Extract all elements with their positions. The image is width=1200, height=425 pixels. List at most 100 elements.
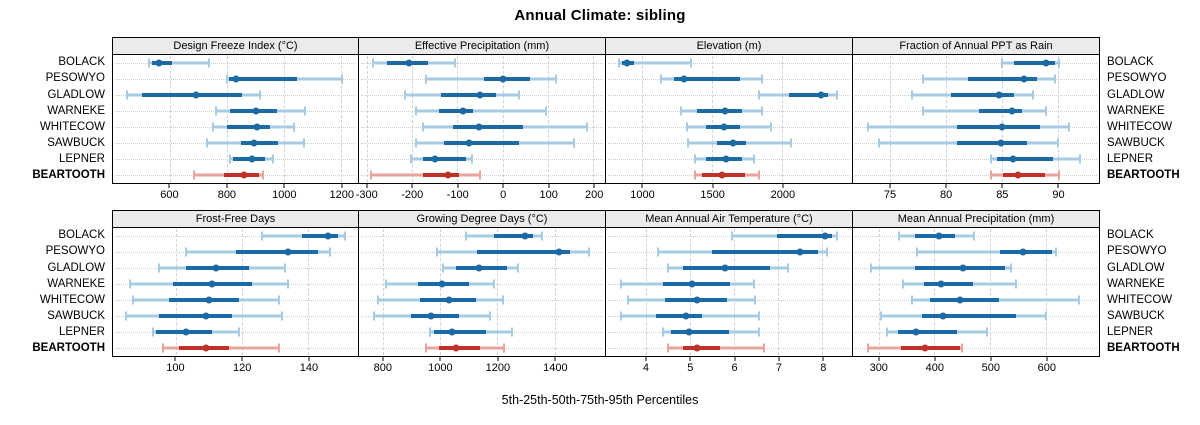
site-label-bolack: BOLACK bbox=[58, 56, 105, 69]
whisker-cap bbox=[415, 138, 418, 148]
axis-tick-label: 5 bbox=[687, 362, 694, 374]
whisker-cap bbox=[922, 74, 925, 84]
site-row-whitecow bbox=[359, 292, 605, 308]
whisker-cap bbox=[425, 343, 427, 353]
site-label-lepner: LEPNER bbox=[1107, 153, 1154, 166]
axis-tick-mark bbox=[1057, 184, 1059, 188]
median-dot bbox=[444, 171, 452, 179]
whisker-cap bbox=[211, 122, 214, 132]
whisker-cap bbox=[518, 90, 521, 100]
axis-tick-label: 100 bbox=[166, 362, 185, 374]
iqr-band-25-75 bbox=[434, 330, 486, 334]
site-label-beartooth: BEARTOOTH bbox=[1107, 342, 1180, 355]
axis-tick-mark bbox=[934, 357, 936, 361]
whisker-cap bbox=[1078, 154, 1081, 164]
site-row-pesowyo bbox=[359, 71, 605, 87]
median-dot bbox=[998, 123, 1006, 131]
site-label-warneke: WARNEKE bbox=[1107, 104, 1165, 117]
whisker-cap bbox=[770, 122, 773, 132]
site-row-beartooth bbox=[113, 167, 358, 183]
axis-tick-mark bbox=[778, 357, 780, 361]
panel-plot-area bbox=[112, 55, 359, 184]
iqr-band-25-75 bbox=[914, 234, 956, 238]
iqr-band-25-75 bbox=[1002, 173, 1046, 177]
panel-x-axis: -300 -200 -100 0 100 200 bbox=[355, 184, 606, 204]
median-dot bbox=[476, 91, 483, 99]
median-dot bbox=[623, 59, 631, 67]
whisker-cap bbox=[620, 279, 623, 289]
site-row-lepner bbox=[853, 324, 1099, 340]
whisker-cap bbox=[464, 231, 467, 241]
whisker-cap bbox=[415, 106, 418, 116]
axis-tick-mark bbox=[878, 357, 880, 361]
median-dot bbox=[1020, 75, 1028, 83]
site-label-gladlow: GLADLOW bbox=[1107, 88, 1165, 101]
climate-panel: Frost-Free Days 100 120 140 bbox=[112, 210, 359, 377]
site-row-pesowyo bbox=[606, 71, 852, 87]
panel-plot-area bbox=[606, 55, 853, 184]
row-gridline bbox=[361, 159, 603, 160]
whisker-cap bbox=[228, 154, 231, 164]
site-label-bolack: BOLACK bbox=[1107, 56, 1154, 69]
iqr-band-25-75 bbox=[789, 93, 829, 97]
site-row-gladlow bbox=[606, 260, 852, 276]
site-row-pesowyo bbox=[113, 71, 358, 87]
site-row-sawbuck bbox=[359, 308, 605, 324]
vertical-gridline bbox=[889, 56, 891, 182]
median-dot bbox=[475, 264, 483, 272]
iqr-band-25-75 bbox=[452, 125, 523, 129]
row-gridline bbox=[361, 175, 603, 176]
whisker-cap bbox=[193, 170, 196, 180]
axis-tick-mark bbox=[990, 357, 992, 361]
median-dot bbox=[721, 107, 729, 115]
iqr-band-25-75 bbox=[711, 250, 819, 254]
whisker-cap bbox=[922, 106, 925, 116]
median-dot bbox=[205, 296, 213, 304]
row-gridline bbox=[608, 95, 850, 96]
whisker-cap bbox=[897, 231, 900, 241]
site-row-sawbuck bbox=[853, 308, 1099, 324]
whisker-cap bbox=[540, 231, 543, 241]
vertical-gridline bbox=[593, 56, 595, 182]
climate-panel: Fraction of Annual PPT as Rain 75 80 85 90 bbox=[853, 37, 1100, 204]
median-dot bbox=[284, 248, 292, 256]
median-dot bbox=[721, 264, 729, 272]
vertical-gridline bbox=[169, 56, 171, 182]
whisker-cap bbox=[866, 343, 869, 353]
panels-top: Design Freeze Index (°C) 600 800 1000 1200 Ef… bbox=[112, 37, 1100, 204]
row-gridline bbox=[855, 236, 1097, 237]
whisker-cap bbox=[555, 74, 558, 84]
site-label-warneke: WARNEKE bbox=[47, 277, 105, 290]
vertical-gridline bbox=[226, 56, 228, 182]
axis-tick-label: -200 bbox=[401, 189, 424, 201]
site-row-bolack bbox=[606, 55, 852, 71]
vertical-gridline bbox=[1001, 56, 1003, 182]
site-label-lepner: LEPNER bbox=[1107, 326, 1154, 339]
iqr-band-25-75 bbox=[997, 157, 1054, 161]
axis-tick-label: 1500 bbox=[700, 189, 725, 201]
axis-tick-label: 1000 bbox=[428, 362, 453, 374]
median-dot bbox=[240, 171, 248, 179]
whisker-cap bbox=[825, 247, 828, 257]
median-dot bbox=[212, 264, 220, 272]
whisker-cap bbox=[1057, 58, 1060, 68]
whisker-cap bbox=[341, 74, 344, 84]
median-dot bbox=[693, 296, 701, 304]
median-dot bbox=[912, 328, 920, 336]
panel-strip-title: Fraction of Annual PPT as Rain bbox=[899, 40, 1053, 52]
site-label-gladlow: GLADLOW bbox=[47, 261, 105, 274]
iqr-band-25-75 bbox=[226, 125, 270, 129]
panel-strip: Mean Annual Precipitation (mm) bbox=[853, 210, 1100, 228]
whisker-cap bbox=[693, 170, 696, 180]
whisker-cap bbox=[128, 279, 131, 289]
axis-tick-mark bbox=[822, 357, 824, 361]
axis-tick-mark bbox=[689, 357, 691, 361]
panel-strip-title: Design Freeze Index (°C) bbox=[173, 40, 298, 52]
site-row-bolack bbox=[113, 228, 358, 244]
vertical-gridline bbox=[734, 229, 736, 355]
axis-tick-label: -300 bbox=[355, 189, 378, 201]
whisker-cap bbox=[429, 327, 432, 337]
median-dot bbox=[935, 232, 943, 240]
panel-strip: Elevation (m) bbox=[606, 37, 853, 55]
median-dot bbox=[445, 296, 453, 304]
